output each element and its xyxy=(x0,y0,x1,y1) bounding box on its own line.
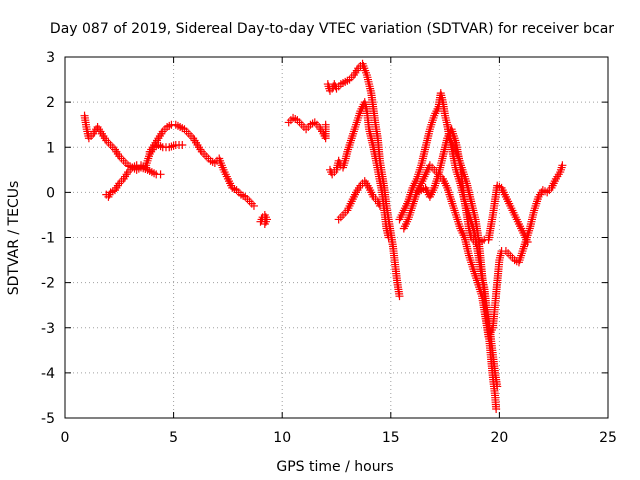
y-axis-label: SDTVAR / TECUs xyxy=(6,181,22,296)
chart-title: Day 087 of 2019, Sidereal Day-to-day VTE… xyxy=(50,21,614,37)
x-tick-label: 20 xyxy=(490,430,508,446)
y-tick-label: -1 xyxy=(41,231,55,247)
data-point xyxy=(375,201,384,210)
x-tick-label: 15 xyxy=(382,430,400,446)
y-tick-label: -3 xyxy=(41,321,55,337)
y-axis-ticks: -5 -4 -3 -2 -1 0 1 2 3 xyxy=(41,50,608,427)
x-tick-label: 0 xyxy=(61,430,70,446)
y-tick-label: 2 xyxy=(46,95,55,111)
y-tick-label: -4 xyxy=(41,366,55,382)
data-point xyxy=(156,170,165,179)
data-point xyxy=(321,120,330,129)
grid-lines xyxy=(65,57,608,418)
y-tick-label: -5 xyxy=(41,411,55,427)
data-point xyxy=(492,404,501,413)
data-point xyxy=(558,161,567,170)
data-point xyxy=(395,292,404,301)
data-point xyxy=(493,382,502,391)
x-tick-label: 5 xyxy=(169,430,178,446)
data-point xyxy=(178,140,187,149)
x-axis-ticks: 0 5 10 15 20 25 xyxy=(61,57,617,446)
x-tick-label: 10 xyxy=(273,430,291,446)
y-tick-label: 1 xyxy=(46,140,55,156)
data-point xyxy=(260,219,269,228)
data-point xyxy=(249,201,258,210)
x-tick-label: 25 xyxy=(599,430,617,446)
data-points xyxy=(80,59,567,413)
x-axis-label: GPS time / hours xyxy=(276,459,393,475)
data-point xyxy=(384,233,393,242)
y-tick-label: -2 xyxy=(41,276,55,292)
y-tick-label: 0 xyxy=(46,185,55,201)
y-tick-label: 3 xyxy=(46,50,55,66)
